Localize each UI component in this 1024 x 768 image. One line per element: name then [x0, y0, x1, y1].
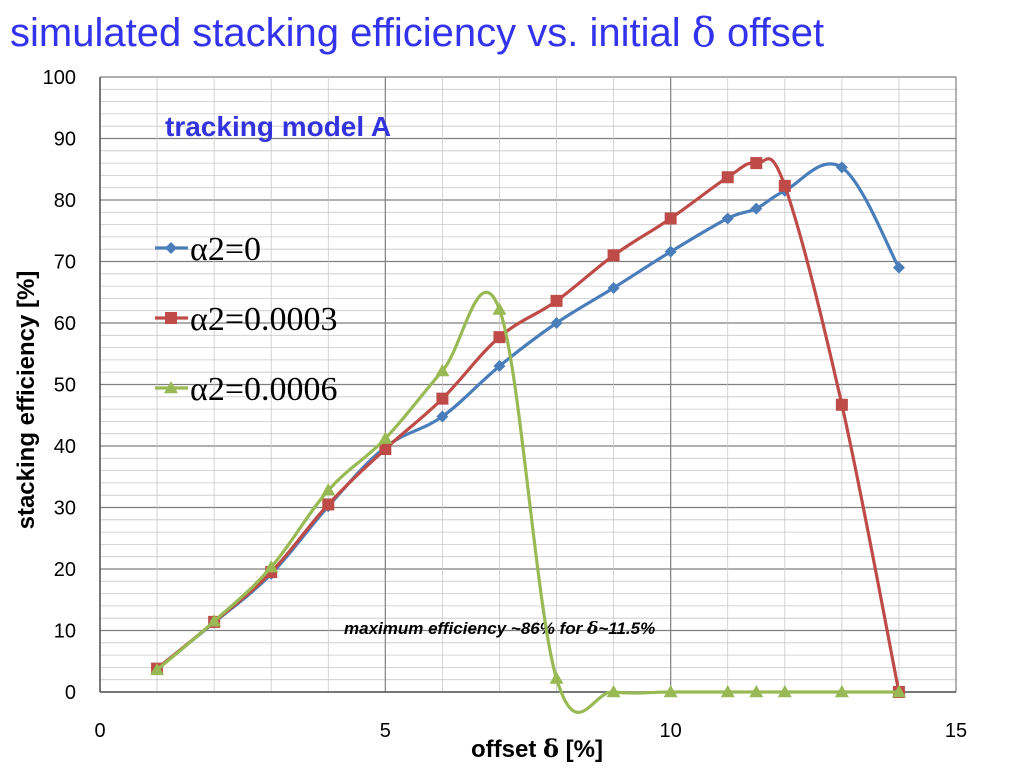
data-point	[721, 171, 734, 184]
data-point	[664, 245, 677, 258]
chart-annotation: maximum efficiency ~86% for δ~11.5%	[344, 619, 655, 639]
x-axis-title-text: offset	[471, 736, 543, 763]
data-point	[778, 179, 791, 192]
x-tick-label: 0	[94, 720, 105, 742]
legend: α2=0 α2=0.0003 α2=0.0006	[155, 231, 338, 408]
slide-title: simulated stacking efficiency vs. initia…	[10, 10, 824, 56]
data-point	[721, 212, 734, 225]
title-text: simulated stacking efficiency vs. initia…	[10, 11, 692, 55]
title-suffix: offset	[715, 11, 825, 55]
y-tick-label: 40	[54, 436, 76, 458]
data-point	[720, 685, 735, 698]
legend-marker	[165, 312, 177, 324]
legend-marker	[165, 242, 177, 254]
legend-label: α2=0	[190, 231, 261, 268]
y-tick-label: 20	[54, 559, 76, 581]
data-point	[379, 443, 392, 456]
y-tick-label: 80	[54, 190, 76, 212]
data-point	[835, 398, 848, 411]
data-point	[321, 483, 336, 496]
x-axis-title-delta: δ	[543, 734, 559, 763]
data-point	[777, 685, 792, 698]
data-point	[607, 249, 620, 262]
y-tick-label: 100	[43, 67, 76, 89]
data-point	[549, 671, 564, 684]
legend-label: α2=0.0003	[190, 301, 338, 338]
x-tick-label: 10	[660, 720, 682, 742]
data-point	[435, 363, 450, 377]
annotation-delta: δ	[586, 619, 598, 639]
series-layer	[150, 157, 906, 714]
data-point	[891, 685, 906, 698]
data-point	[834, 685, 849, 698]
data-point	[322, 498, 335, 511]
chart-subtitle: tracking model A	[165, 111, 391, 142]
data-point	[493, 331, 506, 344]
series-line	[156, 290, 899, 714]
y-tick-label: 60	[54, 313, 76, 335]
title-delta: δ	[691, 10, 716, 56]
data-point	[436, 410, 449, 423]
data-point	[663, 685, 678, 698]
series-line	[156, 162, 901, 670]
y-tick-label: 10	[54, 621, 76, 643]
annotation-text: maximum efficiency ~86% for	[344, 619, 587, 638]
data-point	[550, 317, 563, 329]
series-group	[150, 290, 906, 714]
data-point	[378, 431, 393, 444]
data-point	[150, 662, 165, 676]
data-point	[835, 161, 848, 174]
y-tick-label: 30	[54, 498, 76, 520]
legend-label: α2=0.0006	[190, 371, 338, 408]
y-tick-label: 0	[65, 682, 76, 704]
annotation-suffix: ~11.5%	[598, 619, 655, 638]
data-point	[492, 302, 507, 315]
data-point	[750, 202, 763, 215]
series-group	[151, 157, 905, 698]
chart-tick-labels: 0 10 20 30 40 50 60 70 80 90 100 0 5 10 15	[43, 67, 968, 742]
data-point	[606, 685, 621, 698]
data-point	[207, 614, 222, 627]
data-point	[892, 261, 905, 274]
x-tick-label: 15	[945, 720, 967, 742]
y-axis-title: stacking efficiency [%]	[13, 271, 40, 530]
legend-marker	[164, 381, 178, 394]
x-axis-title: offset δ [%]	[471, 734, 603, 763]
y-tick-label: 70	[54, 252, 76, 274]
series-group	[151, 161, 905, 675]
data-point	[493, 360, 506, 373]
data-point	[550, 294, 563, 307]
x-axis-title-unit: [%]	[559, 736, 603, 763]
series-line	[156, 157, 901, 693]
data-point	[750, 157, 763, 170]
y-tick-label: 50	[54, 375, 76, 397]
data-point	[664, 212, 677, 225]
data-point	[749, 685, 764, 698]
data-point	[264, 560, 279, 573]
x-tick-label: 5	[380, 720, 391, 742]
y-tick-label: 90	[54, 129, 76, 151]
data-point	[607, 281, 620, 294]
data-point	[436, 392, 449, 405]
